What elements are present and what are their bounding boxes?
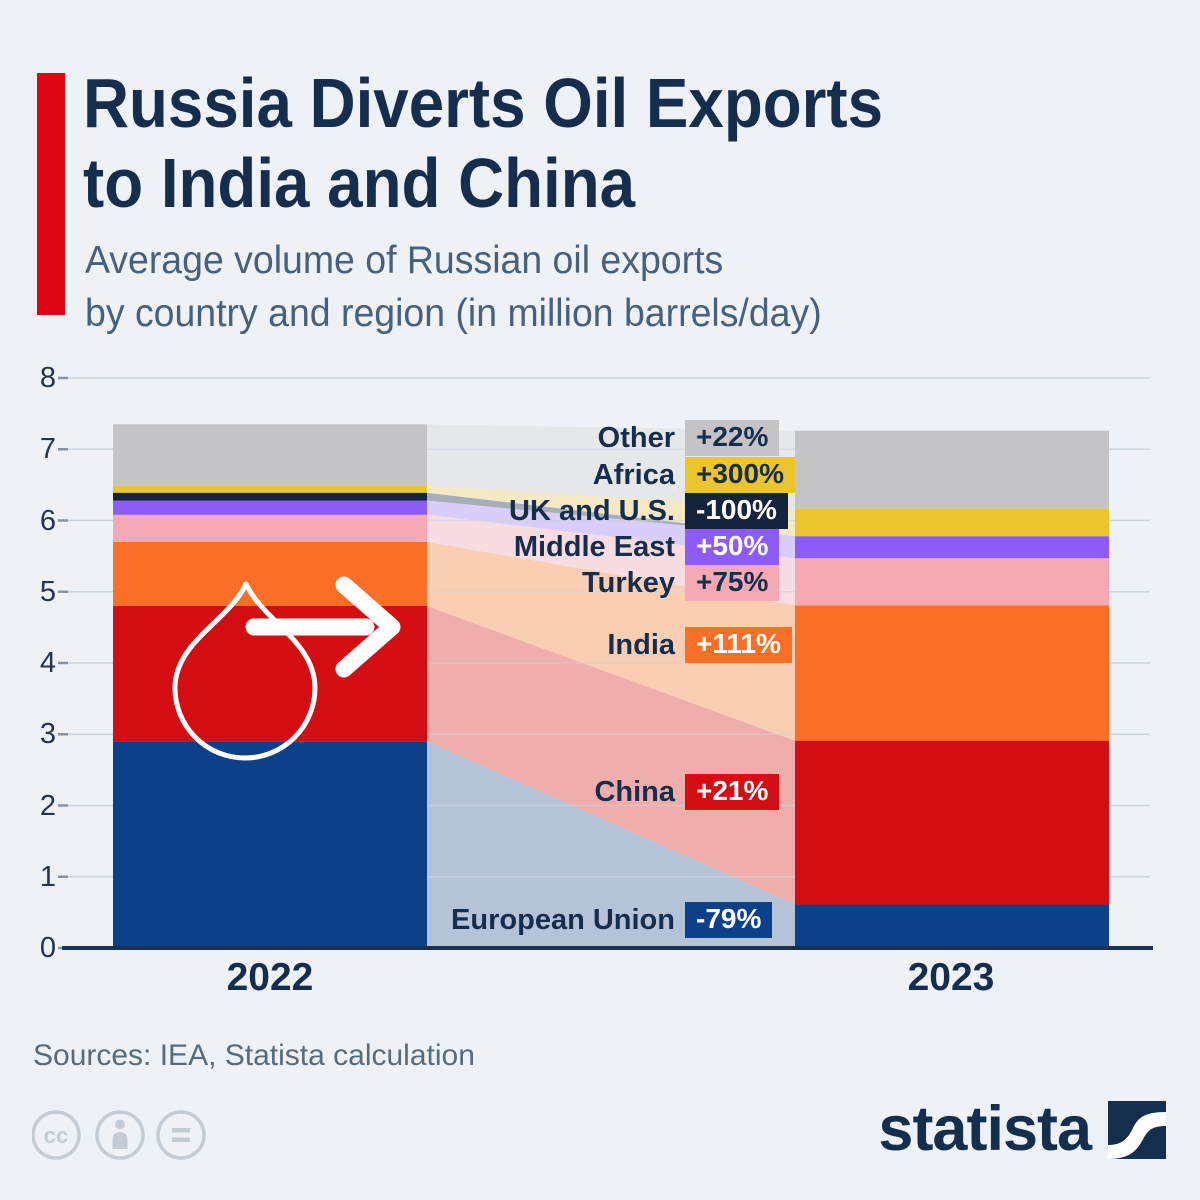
category-label: Africa [592,458,675,491]
bar-2023-turkey [795,558,1109,606]
change-badge: -79% [685,902,773,938]
flow-label-row: India +111% [393,626,792,664]
bar-2022-africa [113,485,427,493]
subtitle-line-2: by country and region (in million barrel… [85,292,822,336]
bar-2023-other [795,430,1109,509]
flow-label-row: Africa +300% [393,456,795,494]
bar-2023-china [795,740,1109,905]
category-label: Turkey [582,566,675,599]
subtitle-line-1: Average volume of Russian oil exports [85,239,724,282]
change-badge: -100% [685,493,788,529]
title-line-1: Russia Diverts Oil Exports [83,64,884,142]
bar-2023-european-union [795,904,1109,948]
title-accent-bar [37,73,65,315]
cc-icon: cc [32,1110,81,1160]
arrow-head [335,576,401,678]
statista-logo: statista [878,1098,1166,1161]
oil-drop-icon [172,581,318,761]
statista-wordmark: statista [878,1094,1092,1164]
sources-text: Sources: IEA, Statista calculation [33,1039,475,1072]
y-tick-label: 6 [39,504,56,537]
flow-label-row: European Union -79% [393,901,773,939]
y-tick-label: 5 [39,575,56,608]
svg-text:cc: cc [44,1123,68,1148]
bar-2022-other [113,424,427,486]
oil-drop-arrow-icon [172,576,401,761]
flow-band-china [427,606,795,905]
flow-label-row: China +21% [393,773,780,811]
change-badge: +111% [685,627,792,663]
change-badge: +50% [685,529,780,565]
bar-2022-india [113,541,427,606]
flow-label-row: Other +22% [393,419,780,457]
bar-2022-uk-and-u-s- [113,492,427,501]
flow-band-european-union [427,741,795,948]
category-label: China [594,775,675,808]
y-tick-label: 1 [39,860,56,893]
bar-2023-india [795,605,1109,741]
title-line-2: to India and China [83,143,636,222]
category-label: European Union [451,903,675,936]
y-tick-label: 2 [39,789,56,822]
category-label: India [607,628,675,661]
cc-by-icon [95,1110,145,1160]
change-badge: +300% [685,457,795,493]
change-badge: +75% [685,565,780,601]
bar-2023-africa [795,508,1109,537]
y-tick-label: 3 [39,718,56,751]
x-axis-label-2023: 2023 [907,956,995,999]
license-icons: cc [32,1110,206,1160]
flow-label-row: Turkey +75% [393,564,780,602]
y-tick-label: 7 [39,433,56,466]
category-label: Middle East [513,530,675,563]
page-title: Russia Diverts Oil Exports to India and C… [83,64,883,224]
y-tick-label: 4 [39,647,56,679]
x-axis-label-2022: 2022 [226,956,314,999]
category-label: Other [597,421,675,454]
cc-nd-icon [156,1110,206,1160]
category-label: UK and U.S. [509,494,675,527]
change-badge: +22% [685,420,780,456]
flow-label-row: Middle East +50% [393,528,780,566]
chart-subtitle: Average volume of Russian oil exports by … [85,234,822,340]
bar-2022-european-union [113,741,427,948]
y-tick-label: 0 [39,932,56,964]
flow-label-row: UK and U.S. -100% [393,492,788,530]
bar-2022-turkey [113,514,427,542]
statista-logo-square-icon [1108,1100,1166,1159]
y-tick-label: 8 [39,362,56,394]
bar-2022-middle-east [113,500,427,515]
change-badge: +21% [685,774,780,810]
bar-2023-middle-east [795,536,1109,559]
